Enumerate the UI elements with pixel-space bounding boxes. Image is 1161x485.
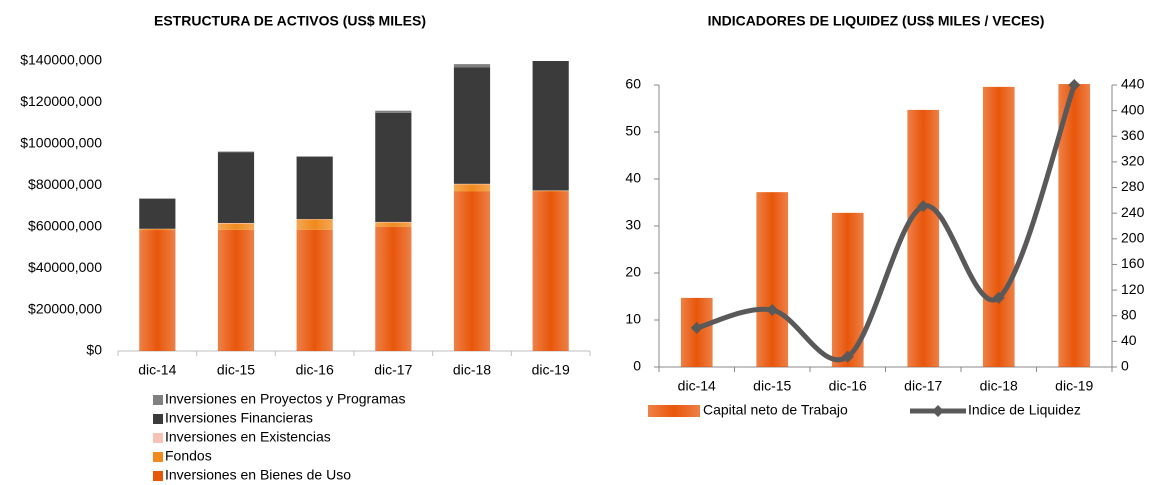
y-tick-label: 20 xyxy=(625,264,641,280)
x-tick-label: dic-15 xyxy=(753,378,791,394)
y2-tick-label: 240 xyxy=(1121,204,1145,220)
legend-swatch xyxy=(648,405,700,417)
bar-segment xyxy=(296,229,333,351)
x-tick-label: dic-19 xyxy=(1055,378,1093,394)
marker xyxy=(841,350,854,363)
bar-segment xyxy=(139,198,176,229)
y-tick-label: 50 xyxy=(625,123,641,139)
legend-swatch xyxy=(153,395,163,405)
y2-tick-label: 160 xyxy=(1121,255,1145,271)
bar-segment xyxy=(375,222,412,227)
y-tick-label: $80000,000 xyxy=(28,176,102,192)
x-tick-label: dic-18 xyxy=(980,378,1018,394)
x-tick-label: dic-16 xyxy=(829,378,867,394)
y2-tick-label: 320 xyxy=(1121,153,1145,169)
y-tick-label: $20000,000 xyxy=(28,300,102,316)
bar-segment xyxy=(217,229,255,351)
marker xyxy=(1068,79,1081,91)
y-tick-label: $0 xyxy=(86,342,102,358)
x-tick-label: dic-16 xyxy=(296,362,334,378)
y2-tick-label: 80 xyxy=(1121,306,1137,322)
y2-tick-label: 360 xyxy=(1121,127,1145,143)
bar-segment xyxy=(453,67,491,184)
bar-segment xyxy=(375,112,412,222)
legend-label: Inversiones Financieras xyxy=(165,410,313,426)
y-tick-label: $40000,000 xyxy=(28,259,102,275)
bar-segment xyxy=(217,222,255,224)
y2-tick-label: 120 xyxy=(1121,281,1145,297)
bar-segment xyxy=(532,61,569,191)
y2-tick-label: 280 xyxy=(1121,178,1145,194)
y-tick-label: 40 xyxy=(625,170,641,186)
y-tick-label: $100000,000 xyxy=(20,135,102,151)
y-tick-label: $120000,000 xyxy=(20,93,102,109)
legend-label: Indice de Liquidez xyxy=(968,402,1081,418)
legend-swatch xyxy=(153,471,163,481)
bar-segment xyxy=(532,191,569,351)
y-tick-label: 30 xyxy=(625,217,641,233)
line xyxy=(696,84,1077,363)
y2-tick-label: 440 xyxy=(1121,76,1145,92)
legend-label: Capital neto de Trabajo xyxy=(703,402,848,418)
marker xyxy=(690,321,703,334)
bar-segment xyxy=(217,223,255,230)
bar-segment xyxy=(217,152,255,223)
y-tick-label: 10 xyxy=(625,311,641,327)
legend-swatch xyxy=(153,433,163,443)
legend-swatch xyxy=(153,414,163,424)
bar-segment xyxy=(375,221,412,223)
bar-segment xyxy=(375,110,412,113)
bar-segment xyxy=(296,219,333,230)
bar-segment xyxy=(532,190,569,192)
marker xyxy=(917,200,930,213)
x-tick-label: dic-17 xyxy=(374,362,412,378)
y2-tick-label: 0 xyxy=(1121,358,1129,374)
x-tick-label: dic-14 xyxy=(138,362,176,378)
x-tick-label: dic-17 xyxy=(904,378,942,394)
legend-label: Inversiones en Proyectos y Programas xyxy=(165,391,405,407)
bar xyxy=(982,86,1015,367)
bar-segment xyxy=(453,184,491,192)
bar xyxy=(1058,84,1091,367)
bar-segment xyxy=(139,230,176,351)
y-tick-label: $140000,000 xyxy=(20,52,102,68)
marker xyxy=(766,303,779,316)
legend-label: Fondos xyxy=(165,448,212,464)
legend-marker xyxy=(932,405,944,417)
y-tick-label: 60 xyxy=(625,76,641,92)
chart-title: INDICADORES DE LIQUIDEZ (US$ MILES / VEC… xyxy=(708,13,1045,29)
bar-segment xyxy=(139,228,176,231)
y-tick-label: 0 xyxy=(633,358,641,374)
x-tick-label: dic-19 xyxy=(532,362,570,378)
y2-tick-label: 200 xyxy=(1121,230,1145,246)
x-tick-label: dic-18 xyxy=(453,362,491,378)
marker xyxy=(992,291,1005,304)
bar-segment xyxy=(375,226,412,351)
chart-title: ESTRUCTURA DE ACTIVOS (US$ MILES) xyxy=(154,13,426,29)
bar xyxy=(756,192,789,367)
y2-tick-label: 40 xyxy=(1121,332,1137,348)
legend-label: Inversiones en Bienes de Uso xyxy=(165,467,351,483)
legend-swatch xyxy=(153,452,163,462)
bar-segment xyxy=(453,191,491,351)
y-tick-label: $60000,000 xyxy=(28,217,102,233)
y2-tick-label: 400 xyxy=(1121,101,1145,117)
x-tick-label: dic-14 xyxy=(678,378,716,394)
legend-label: Inversiones en Existencias xyxy=(165,429,331,445)
x-tick-label: dic-15 xyxy=(217,362,255,378)
bar-segment xyxy=(296,156,333,220)
bar-segment xyxy=(453,64,491,68)
bar xyxy=(907,109,940,367)
bar-segment xyxy=(217,151,255,153)
